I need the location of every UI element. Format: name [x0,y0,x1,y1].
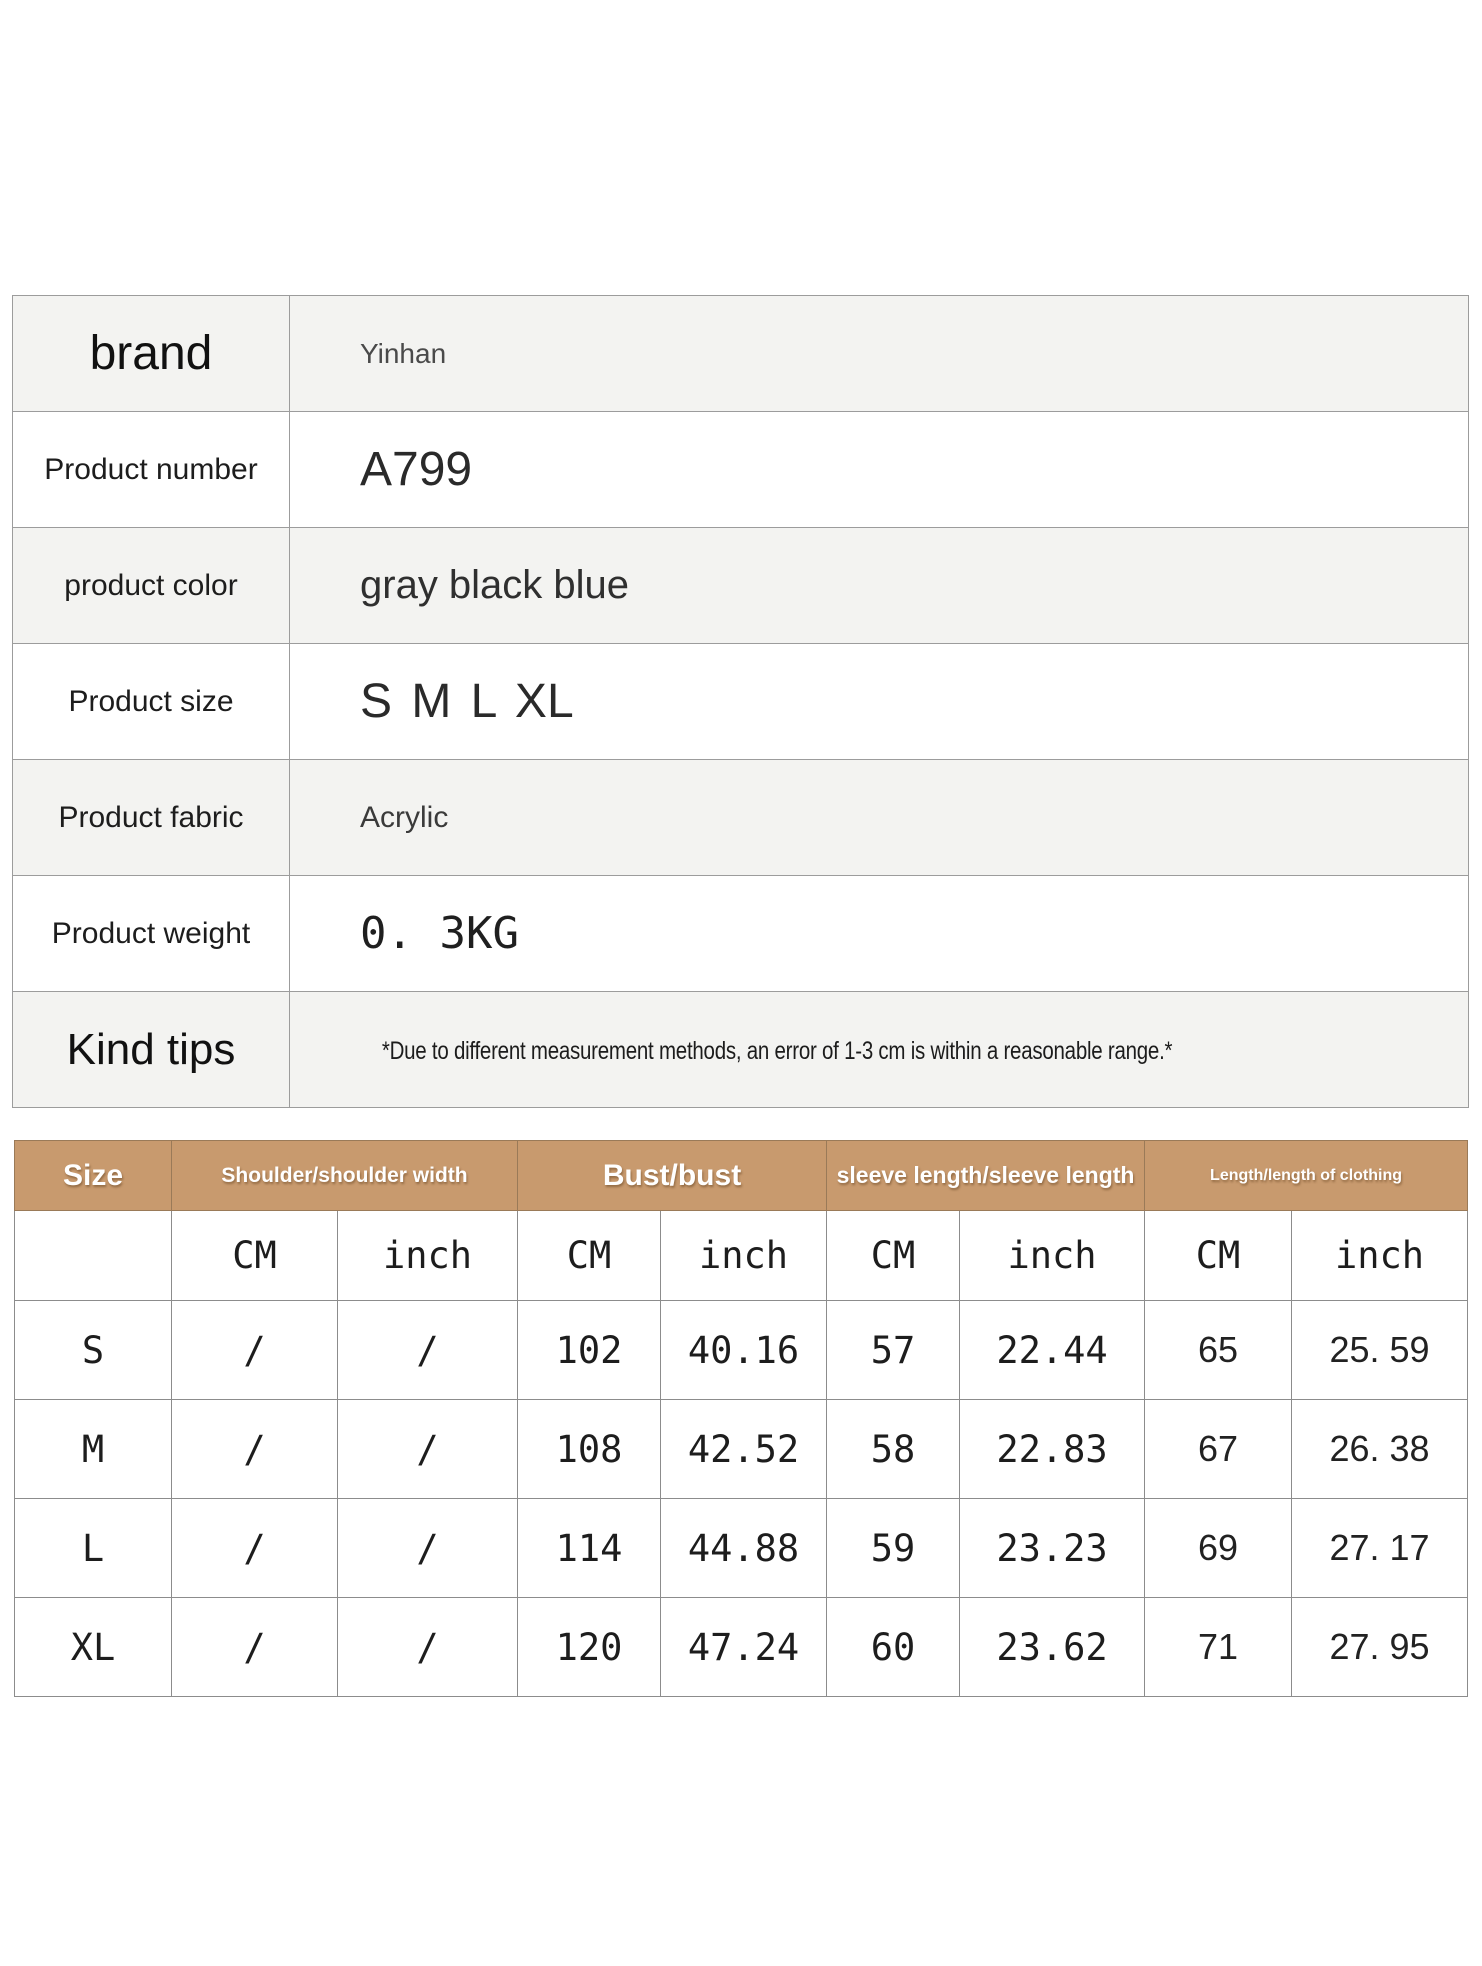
size-cell-length-inch: 27. 95 [1291,1597,1469,1697]
spec-row-product-number: Product number A799 [12,411,1469,528]
size-row-l: L / / 114 44.88 59 23.23 69 27. 17 [14,1498,1469,1598]
unit-cm-length: CM [1144,1210,1293,1301]
size-label: M [14,1399,172,1499]
spec-label-kind-tips: Kind tips [12,991,290,1108]
spec-label-product-weight: Product weight [12,875,290,992]
size-cell-length-cm: 65 [1144,1300,1293,1400]
shoulder-width-group-header: Shoulder/shoulder width [170,1140,519,1211]
size-row-s: S / / 102 40.16 57 22.44 65 25. 59 [14,1300,1469,1400]
size-cell-shoulder-inch: / [336,1300,519,1400]
size-cell-bust-inch: 47.24 [660,1597,828,1697]
size-label: XL [14,1597,172,1697]
size-cell-shoulder-inch: / [336,1399,519,1499]
size-cell-sleeve-inch: 23.62 [959,1597,1146,1697]
clothing-length-group-header: Length/length of clothing [1144,1140,1469,1211]
size-cell-shoulder-cm: / [171,1498,338,1598]
unit-cm-shoulder: CM [171,1210,338,1301]
size-cell-sleeve-cm: 58 [826,1399,961,1499]
size-cell-bust-cm: 108 [517,1399,662,1499]
size-cell-sleeve-cm: 59 [826,1498,961,1598]
unit-header-row: CM inch CM inch CM inch CM inch [14,1210,1469,1301]
size-cell-shoulder-inch: / [336,1498,519,1598]
spec-value-product-fabric: Acrylic [289,759,1469,876]
size-cell-bust-cm: 120 [517,1597,662,1697]
spec-value-product-number: A799 [289,411,1469,528]
spec-row-product-fabric: Product fabric Acrylic [12,759,1469,876]
size-column-header: Size [14,1140,172,1211]
size-cell-length-cm: 71 [1144,1597,1293,1697]
spec-row-kind-tips: Kind tips *Due to different measurement … [12,991,1469,1108]
size-cell-length-cm: 69 [1144,1498,1293,1598]
size-cell-bust-cm: 114 [517,1498,662,1598]
sleeve-length-group-header: sleeve length/sleeve length [826,1140,1146,1211]
size-cell-shoulder-cm: / [171,1597,338,1697]
unit-inch-length: inch [1291,1210,1469,1301]
size-cell-length-inch: 27. 17 [1291,1498,1469,1598]
size-cell-shoulder-cm: / [171,1300,338,1400]
size-label: S [14,1300,172,1400]
size-cell-shoulder-inch: / [336,1597,519,1697]
spec-row-product-color: product color gray black blue [12,527,1469,644]
spec-value-product-color: gray black blue [289,527,1469,644]
spec-value-product-weight: 0. 3KG [289,875,1469,992]
unit-inch-bust: inch [660,1210,828,1301]
size-cell-bust-inch: 40.16 [660,1300,828,1400]
size-cell-sleeve-inch: 22.83 [959,1399,1146,1499]
unit-inch-shoulder: inch [336,1210,519,1301]
size-cell-sleeve-cm: 57 [826,1300,961,1400]
spec-value-product-size: S M L XL [289,643,1469,760]
size-row-m: M / / 108 42.52 58 22.83 67 26. 38 [14,1399,1469,1499]
spec-label-product-size: Product size [12,643,290,760]
size-cell-bust-cm: 102 [517,1300,662,1400]
spec-row-brand: brand Yinhan [12,295,1469,412]
product-spec-table: brand Yinhan Product number A799 product… [12,295,1469,1108]
size-cell-length-inch: 25. 59 [1291,1300,1469,1400]
spec-value-brand: Yinhan [289,295,1469,412]
size-chart-header-row: Size Shoulder/shoulder width Bust/bust s… [14,1140,1469,1211]
unit-inch-sleeve: inch [959,1210,1146,1301]
unit-cm-sleeve: CM [826,1210,961,1301]
size-cell-length-inch: 26. 38 [1291,1399,1469,1499]
size-label: L [14,1498,172,1598]
spec-label-product-fabric: Product fabric [12,759,290,876]
bust-group-header: Bust/bust [517,1140,828,1211]
size-cell-shoulder-cm: / [171,1399,338,1499]
unit-cm-bust: CM [517,1210,662,1301]
spec-label-product-color: product color [12,527,290,644]
spec-label-product-number: Product number [12,411,290,528]
size-chart-table: Size Shoulder/shoulder width Bust/bust s… [14,1140,1469,1697]
spec-row-product-weight: Product weight 0. 3KG [12,875,1469,992]
size-row-xl: XL / / 120 47.24 60 23.62 71 27. 95 [14,1597,1469,1697]
size-cell-bust-inch: 44.88 [660,1498,828,1598]
spec-row-product-size: Product size S M L XL [12,643,1469,760]
measurement-disclaimer-note: *Due to different measurement methods, a… [381,1036,1173,1065]
size-cell-sleeve-cm: 60 [826,1597,961,1697]
unit-empty-cell [14,1210,172,1301]
size-cell-sleeve-inch: 22.44 [959,1300,1146,1400]
size-cell-bust-inch: 42.52 [660,1399,828,1499]
size-cell-sleeve-inch: 23.23 [959,1498,1146,1598]
size-cell-length-cm: 67 [1144,1399,1293,1499]
spec-value-kind-tips: *Due to different measurement methods, a… [289,991,1469,1108]
spec-label-brand: brand [12,295,290,412]
